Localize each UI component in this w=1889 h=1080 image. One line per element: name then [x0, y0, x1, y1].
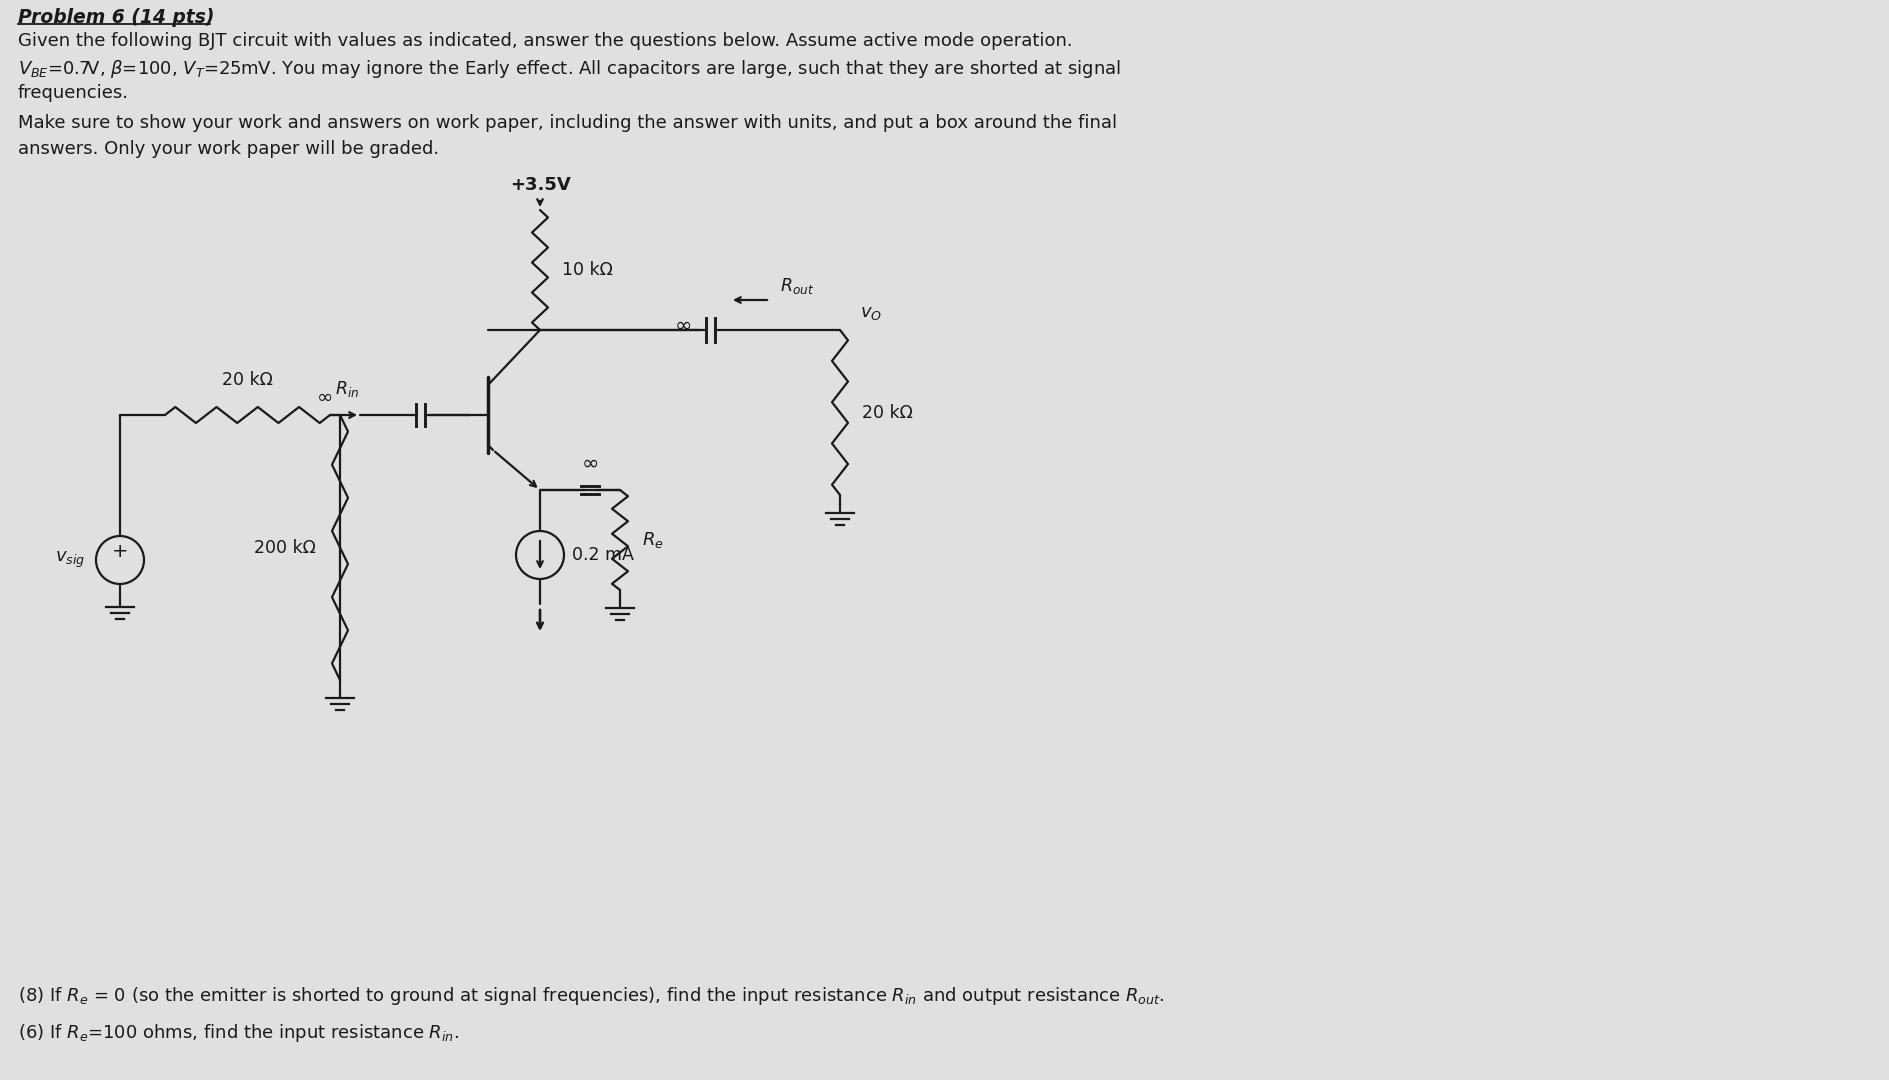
Text: 20 kΩ: 20 kΩ [861, 404, 912, 421]
Text: Given the following BJT circuit with values as indicated, answer the questions b: Given the following BJT circuit with val… [19, 32, 1073, 50]
Text: $V_{BE}$=0.7V, $\beta$=100, $V_T$=25mV. You may ignore the Early effect. All cap: $V_{BE}$=0.7V, $\beta$=100, $V_T$=25mV. … [19, 58, 1120, 80]
Text: 0.2 mA: 0.2 mA [572, 546, 633, 564]
Text: 10 kΩ: 10 kΩ [561, 261, 612, 279]
Text: answers. Only your work paper will be graded.: answers. Only your work paper will be gr… [19, 140, 438, 158]
Text: $v_{sig}$: $v_{sig}$ [55, 550, 85, 570]
Text: (8) If $R_e$ = 0 (so the emitter is shorted to ground at signal frequencies), fi: (8) If $R_e$ = 0 (so the emitter is shor… [19, 985, 1164, 1007]
Text: frequencies.: frequencies. [19, 84, 128, 102]
Text: $R_{in}$: $R_{in}$ [334, 379, 359, 399]
Text: Problem 6 (14 pts): Problem 6 (14 pts) [19, 8, 213, 27]
Text: 200 kΩ: 200 kΩ [253, 539, 315, 556]
Text: $R_e$: $R_e$ [642, 530, 663, 550]
Text: +: + [111, 541, 128, 561]
Text: +3.5V: +3.5V [510, 176, 570, 194]
Text: $R_{out}$: $R_{out}$ [780, 276, 814, 296]
Text: 20 kΩ: 20 kΩ [221, 372, 272, 389]
Text: ∞: ∞ [582, 454, 599, 474]
Text: (6) If $R_e$=100 ohms, find the input resistance $R_{in}$.: (6) If $R_e$=100 ohms, find the input re… [19, 1022, 459, 1044]
Text: Make sure to show your work and answers on work paper, including the answer with: Make sure to show your work and answers … [19, 114, 1116, 132]
Text: ∞: ∞ [674, 316, 691, 336]
Text: $v_O$: $v_O$ [859, 303, 882, 322]
Text: ∞: ∞ [317, 388, 332, 407]
